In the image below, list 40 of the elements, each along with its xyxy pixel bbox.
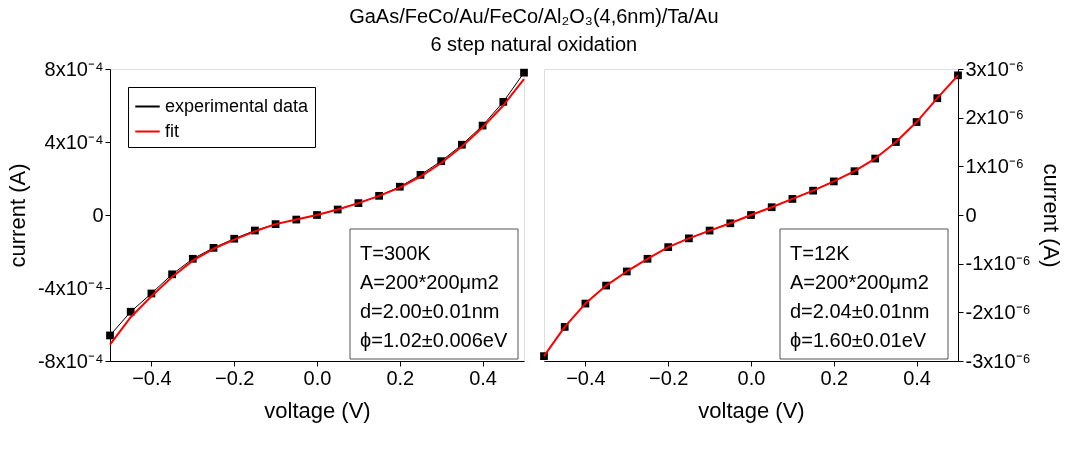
x-tick-label: 0.2 xyxy=(386,366,415,389)
y-tick-label: -8x10⁻⁴ xyxy=(37,349,104,372)
annotation: d=2.00±0.01nm xyxy=(360,299,500,322)
x-tick-label: −0.2 xyxy=(214,366,255,389)
x-tick-label: 0.0 xyxy=(737,366,766,389)
annotation: d=2.04±0.01nm xyxy=(790,299,930,322)
legend-label: fit xyxy=(165,120,180,141)
x-tick-label: −0.2 xyxy=(648,366,689,389)
y-tick-label: 8x10⁻⁴ xyxy=(44,57,104,80)
x-tick-label: 0.0 xyxy=(303,366,332,389)
y-axis-title: current (A) xyxy=(4,163,30,268)
y2-tick-label: -3x10⁻⁶ xyxy=(965,349,1031,372)
y2-axis-title: current (A) xyxy=(1038,163,1064,268)
annotation: T=12K xyxy=(790,241,851,264)
x-axis-title: voltage (V) xyxy=(698,397,805,423)
annotation: ϕ=1.02±0.006eV xyxy=(360,328,508,351)
legend-label: experimental data xyxy=(165,95,310,116)
annotation: ϕ=1.60±0.01eV xyxy=(790,328,927,351)
chart-subtitle: 6 step natural oxidation xyxy=(430,32,638,55)
annotation: A=200*200μm2 xyxy=(790,270,929,293)
chart-title: GaAs/FeCo/Au/FeCo/Al₂O₃(4,6nm)/Ta/Au xyxy=(349,4,719,27)
x-tick-label: 0.4 xyxy=(469,366,498,389)
annotation: T=300K xyxy=(360,241,432,264)
x-tick-label: −0.4 xyxy=(132,366,172,389)
y-tick-label: -4x10⁻⁴ xyxy=(37,276,104,299)
y2-tick-label: -2x10⁻⁶ xyxy=(965,300,1031,323)
point xyxy=(106,331,114,340)
x-tick-label: 0.4 xyxy=(903,366,932,389)
y2-tick-label: 2x10⁻⁶ xyxy=(965,106,1025,129)
annotation: A=200*200μm2 xyxy=(360,270,499,293)
y-tick-label: 0 xyxy=(92,203,104,226)
x-tick-label: 0.2 xyxy=(820,366,849,389)
x-tick-label: −0.4 xyxy=(566,366,606,389)
y-tick-label: 4x10⁻⁴ xyxy=(44,130,104,153)
x-axis-title: voltage (V) xyxy=(264,397,371,423)
y2-tick-label: 1x10⁻⁶ xyxy=(965,154,1025,177)
y2-tick-label: 0 xyxy=(965,203,977,226)
y2-tick-label: 3x10⁻⁶ xyxy=(965,57,1025,80)
y2-tick-label: -1x10⁻⁶ xyxy=(965,252,1031,275)
point xyxy=(520,68,528,77)
